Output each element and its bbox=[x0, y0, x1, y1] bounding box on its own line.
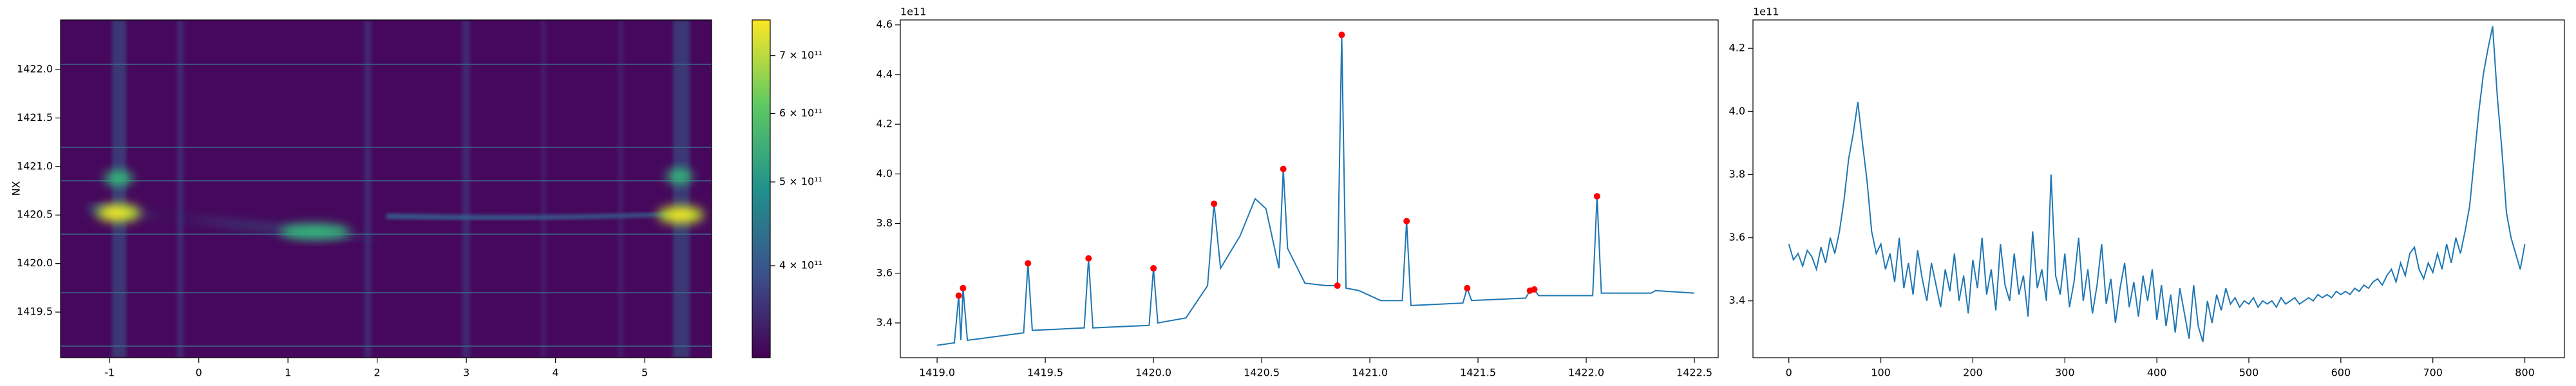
colorbar-tick-label: 6 × 10¹¹ bbox=[779, 107, 822, 119]
x-tick-label: 4 bbox=[553, 367, 559, 379]
y-tick-label: 3.8 bbox=[1729, 168, 1745, 180]
x-tick-label: 0 bbox=[1786, 367, 1792, 379]
axes-frame bbox=[60, 19, 712, 358]
peak-marker bbox=[1464, 284, 1471, 291]
x-tick-label: 5 bbox=[641, 367, 648, 379]
x-tick-label: 700 bbox=[2423, 367, 2443, 379]
x-tick-label: -1 bbox=[104, 367, 115, 379]
axes-frame bbox=[900, 19, 1719, 358]
y-tick-label: 4.2 bbox=[1729, 42, 1745, 54]
colorbar-frame bbox=[752, 19, 771, 358]
x-tick-label: 500 bbox=[2239, 367, 2259, 379]
peak-marker bbox=[955, 292, 962, 299]
peak-marker bbox=[1334, 282, 1341, 290]
peak-marker bbox=[1338, 32, 1345, 39]
offset-text: 1e11 bbox=[900, 6, 926, 18]
peak-marker bbox=[1211, 200, 1218, 207]
x-tick-label: 1420.0 bbox=[1135, 367, 1171, 379]
x-tick-label: 100 bbox=[1871, 367, 1891, 379]
colorbar bbox=[752, 20, 770, 358]
x-tick-label: 800 bbox=[2515, 367, 2535, 379]
x-tick-label: 1419.0 bbox=[919, 367, 955, 379]
y-tick-label: 4.2 bbox=[876, 118, 893, 130]
heatmap-image bbox=[61, 20, 712, 358]
y-tick-label: 1421.0 bbox=[17, 160, 53, 172]
x-tick-label: 0 bbox=[196, 367, 202, 379]
x-tick-label: 600 bbox=[2331, 367, 2351, 379]
colorbar-tick-label: 7 × 10¹¹ bbox=[779, 49, 822, 61]
x-tick-label: 2 bbox=[374, 367, 381, 379]
axes-frame bbox=[1752, 19, 2565, 358]
peak-marker bbox=[1280, 165, 1287, 172]
y-tick-label: 3.4 bbox=[876, 316, 893, 328]
peak-marker bbox=[1531, 286, 1538, 293]
x-tick-label: 1422.5 bbox=[1676, 367, 1712, 379]
colorbar-tick-label: 5 × 10¹¹ bbox=[779, 175, 822, 187]
x-tick-label: 1421.0 bbox=[1352, 367, 1388, 379]
peak-marker bbox=[1025, 260, 1032, 267]
y-tick-label: 1420.5 bbox=[17, 208, 53, 221]
x-tick-label: 1420.5 bbox=[1244, 367, 1280, 379]
x-tick-label: 1419.5 bbox=[1027, 367, 1063, 379]
y-tick-label: 4.0 bbox=[876, 167, 893, 179]
y-tick-label: 1422.0 bbox=[17, 62, 53, 75]
peak-marker bbox=[960, 284, 967, 291]
x-tick-label: 1422.0 bbox=[1568, 367, 1604, 379]
x-tick-label: 300 bbox=[2055, 367, 2075, 379]
y-tick-label: 4.6 bbox=[876, 18, 893, 30]
offset-text: 1e11 bbox=[1753, 6, 1779, 18]
y-tick-label: 4.4 bbox=[876, 68, 893, 80]
x-tick-label: 200 bbox=[1963, 367, 1983, 379]
x-tick-label: 1 bbox=[285, 367, 291, 379]
y-tick-label: 4.0 bbox=[1729, 105, 1745, 117]
peak-marker bbox=[1593, 193, 1600, 200]
y-tick-label: 3.6 bbox=[876, 266, 893, 279]
x-tick-label: 3 bbox=[463, 367, 469, 379]
x-tick-label: 400 bbox=[2147, 367, 2167, 379]
y-tick-label: 1419.5 bbox=[17, 306, 53, 318]
peak-marker bbox=[1403, 217, 1410, 225]
y-tick-label: 3.8 bbox=[876, 217, 893, 229]
colorbar-tick-label: 4 × 10¹¹ bbox=[779, 259, 822, 271]
line-series bbox=[936, 35, 1695, 346]
y-axis-label: NX bbox=[10, 181, 23, 196]
peak-marker bbox=[1150, 265, 1157, 272]
y-tick-label: 3.4 bbox=[1729, 294, 1745, 306]
line-series bbox=[1788, 26, 2526, 342]
y-tick-label: 1420.0 bbox=[17, 257, 53, 269]
y-tick-label: 3.6 bbox=[1729, 231, 1745, 243]
peak-marker bbox=[1085, 255, 1092, 262]
y-tick-label: 1421.5 bbox=[17, 111, 53, 124]
x-tick-label: 1421.5 bbox=[1460, 367, 1496, 379]
